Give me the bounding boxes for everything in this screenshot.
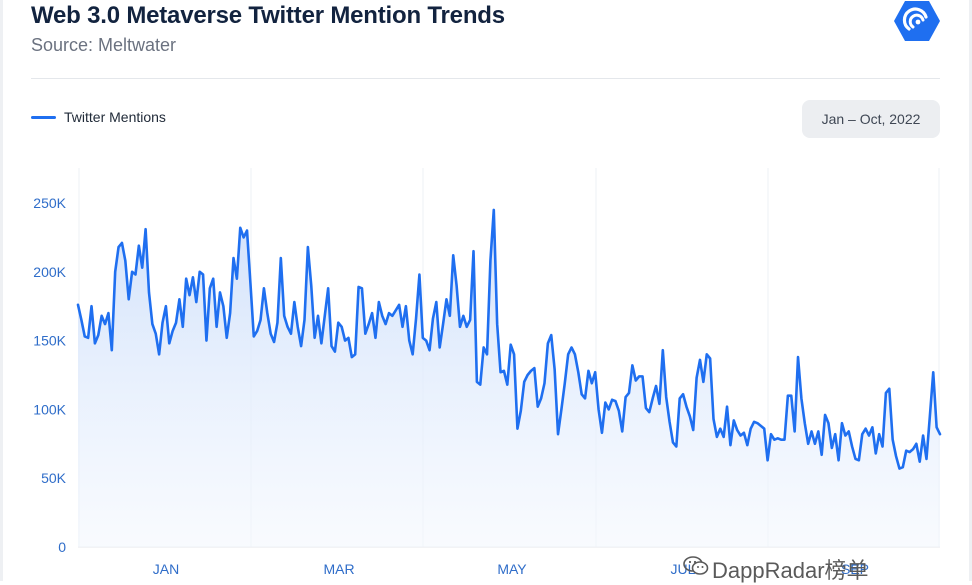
watermark-text: DappRadar榜单 [712,558,869,583]
right-border [969,0,972,581]
y-tick-label: 100K [33,401,66,417]
x-tick-label: JUL [671,561,696,577]
wechat-icon [683,556,709,575]
legend-label: Twitter Mentions [64,109,166,125]
y-tick-label: 50K [41,470,67,486]
y-tick-label: 0 [58,539,66,555]
x-axis: JAN MAR MAY JUL SEP [153,561,869,577]
legend-swatch [31,115,56,119]
chart-title: Web 3.0 Metaverse Twitter Mention Trends [31,2,505,29]
series-line [76,208,942,470]
x-tick-label: MAY [497,561,527,577]
y-tick-label: 200K [33,264,66,280]
header-divider [31,78,940,79]
x-tick-label: MAR [323,561,354,577]
y-axis: 0 50K 100K 150K 200K 250K [33,195,66,555]
y-tick-label: 150K [33,333,66,349]
legend[interactable]: Twitter Mentions [31,109,166,125]
date-range-button[interactable]: Jan – Oct, 2022 [802,100,940,138]
x-tick-label: JAN [153,561,179,577]
chart-subtitle: Source: Meltwater [31,35,177,55]
left-border [0,0,3,581]
x-tick-label: SEP [841,561,869,577]
y-tick-label: 250K [33,195,66,211]
dappradar-logo-icon [894,1,940,41]
